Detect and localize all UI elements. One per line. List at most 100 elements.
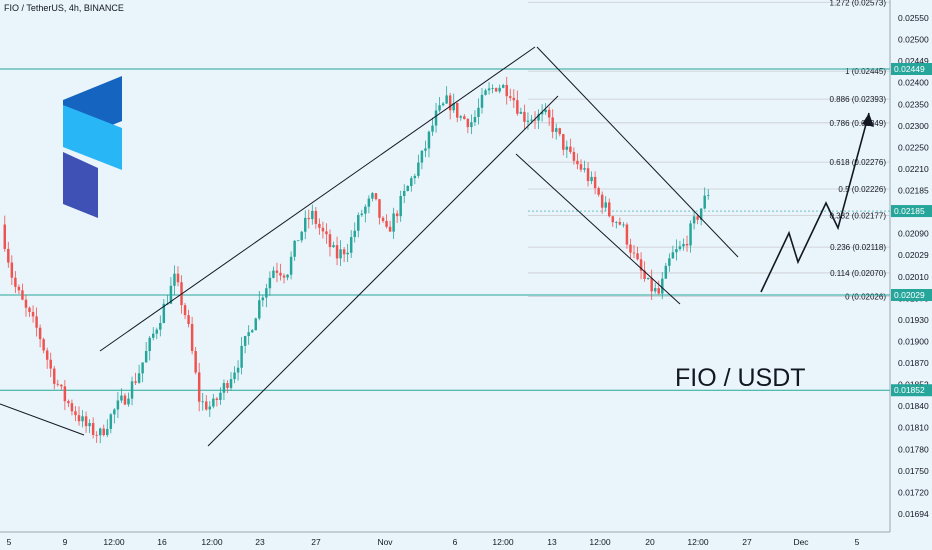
- candle: [300, 231, 303, 241]
- candle: [247, 332, 250, 337]
- price-tick-label: 0.02210: [898, 164, 929, 174]
- trend-line[interactable]: [536, 46, 739, 258]
- candle: [494, 88, 498, 92]
- candle: [275, 270, 279, 273]
- price-tick-label: 0.01720: [898, 487, 929, 497]
- candle: [501, 85, 505, 88]
- candle: [547, 109, 551, 118]
- price-tick-label: 0.02400: [898, 78, 929, 88]
- price-tick-label: 0.02250: [898, 142, 929, 152]
- level-price-label: 0.02449: [894, 64, 925, 74]
- candle: [243, 336, 247, 346]
- brand-logo-icon: [63, 76, 122, 218]
- candle: [562, 134, 565, 150]
- candle: [286, 274, 289, 278]
- candle: [668, 258, 671, 266]
- candle: [410, 178, 413, 187]
- time-tick-label: 27: [311, 537, 321, 547]
- candle: [385, 220, 388, 227]
- candle: [696, 216, 699, 220]
- time-axis[interactable]: 5 9 12:00 16 12:00 23 27 Nov 6 12:00 13 12:00 20 12:0…: [0, 531, 890, 547]
- trend-line[interactable]: [515, 153, 681, 305]
- candle: [123, 395, 127, 405]
- candle: [134, 381, 137, 383]
- candle: [67, 401, 70, 404]
- candle: [434, 110, 438, 126]
- candle: [692, 216, 696, 224]
- candle: [282, 275, 286, 278]
- time-tick-label: 12:00: [103, 537, 125, 547]
- price-axis[interactable]: 0.02550 0.02500 0.02449 0.02400 0.02350 0.023…: [889, 0, 932, 550]
- candle: [3, 224, 7, 249]
- candle: [91, 423, 95, 435]
- candle: [636, 253, 639, 260]
- candle: [250, 330, 254, 333]
- pair-label: FIO / USDT: [675, 364, 806, 392]
- time-tick-label: 20: [645, 537, 655, 547]
- candle: [240, 345, 243, 368]
- fib-level-label: 0.382 (0.02177): [830, 211, 887, 220]
- candle: [576, 160, 579, 165]
- candle: [650, 277, 653, 292]
- candle: [473, 116, 477, 123]
- fib-level-label: 0 (0.02026): [845, 293, 886, 302]
- price-tick-label: 0.02350: [898, 99, 929, 109]
- price-tick-label: 0.02010: [898, 272, 929, 282]
- candle: [279, 272, 282, 276]
- price-tick-label: 0.01810: [898, 423, 929, 433]
- candle: [53, 368, 56, 384]
- price-tick-label: 0.01930: [898, 315, 929, 325]
- candle: [28, 307, 31, 312]
- time-tick-label: Dec: [793, 537, 809, 547]
- candle: [335, 245, 339, 259]
- projection-path[interactable]: [760, 112, 870, 293]
- candle: [583, 168, 586, 170]
- level-price-label: 0.01852: [894, 385, 925, 395]
- fib-level-label: 0.886 (0.02393): [830, 95, 887, 104]
- candle: [593, 176, 597, 189]
- candle: [491, 88, 494, 89]
- candle: [328, 234, 332, 248]
- candle: [38, 327, 42, 340]
- level-price-tag: [891, 289, 932, 301]
- candle: [194, 351, 197, 373]
- candle: [353, 230, 356, 238]
- time-tick-label: 5: [7, 537, 12, 547]
- candle: [629, 244, 632, 253]
- candle: [448, 95, 452, 111]
- trend-line[interactable]: [0, 403, 85, 436]
- candle: [7, 248, 10, 263]
- candle: [392, 213, 395, 232]
- candle: [664, 265, 668, 279]
- candle: [413, 175, 417, 179]
- candle: [233, 372, 236, 380]
- plot-area[interactable]: 1.272 (0.02573) 1 (0.02445) 0.886 (0.02393…: [0, 0, 890, 447]
- candle: [74, 411, 77, 416]
- candle: [590, 176, 593, 182]
- candle: [381, 217, 385, 221]
- price-tick-label: 0.02300: [898, 121, 929, 131]
- candle: [558, 128, 561, 135]
- candle: [187, 315, 190, 325]
- candle: [498, 87, 501, 92]
- price-tick-label: 0.01750: [898, 466, 929, 476]
- price-tick-label: 0.01694: [898, 509, 929, 519]
- candle: [346, 252, 349, 255]
- candle: [24, 299, 28, 308]
- trend-line[interactable]: [207, 95, 559, 447]
- candle: [226, 383, 229, 388]
- candle: [459, 116, 463, 118]
- fib-level-label: 1.272 (0.02573): [830, 0, 887, 7]
- candle: [632, 252, 636, 254]
- time-tick-label: 13: [547, 537, 557, 547]
- candle: [463, 116, 466, 119]
- arrow-head-icon: [862, 113, 874, 127]
- candle: [470, 122, 473, 128]
- candle: [49, 359, 52, 369]
- trend-line[interactable]: [99, 46, 536, 352]
- price-axis-bg: [890, 0, 932, 550]
- level-price-tag: [891, 63, 932, 75]
- candle: [364, 206, 367, 214]
- candle: [81, 416, 84, 422]
